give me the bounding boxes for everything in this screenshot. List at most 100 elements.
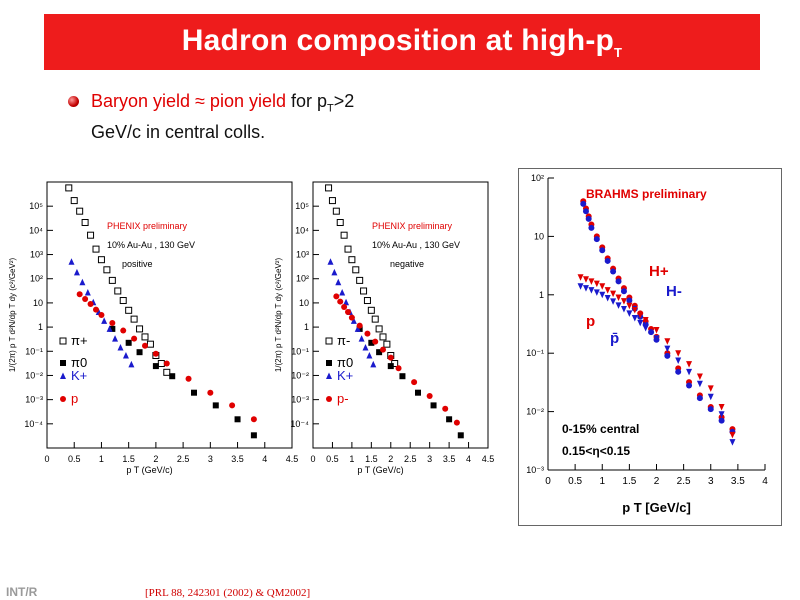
data-point [146, 340, 154, 348]
data-point [185, 375, 192, 382]
x-tick-label: 0 [310, 454, 315, 464]
data-point [395, 365, 402, 372]
data-point [136, 325, 144, 333]
legend-marker [60, 372, 66, 379]
y-tick-label: 10⁻² [291, 370, 309, 380]
x-tick-label: 4 [466, 454, 471, 464]
data-point [108, 276, 116, 284]
series-π- [325, 184, 399, 368]
y-tick-label: 1 [38, 322, 43, 332]
data-point [620, 288, 627, 295]
y-tick-label: 10⁻⁴ [290, 419, 309, 429]
data-point [70, 197, 78, 205]
series-K+ [327, 258, 377, 368]
data-point [729, 439, 736, 446]
legend-label: p- [337, 391, 349, 406]
data-point [615, 278, 622, 285]
annotation-0: PHENIX preliminary [372, 221, 453, 231]
data-point [331, 268, 338, 276]
x-tick-label: 1 [99, 454, 104, 464]
data-point [588, 278, 595, 285]
data-point [191, 389, 197, 396]
legend-label: p [71, 391, 78, 406]
legend-label: K+ [337, 368, 353, 383]
legend-label: π+ [71, 333, 88, 348]
legend-label: π- [337, 333, 350, 348]
data-point [599, 291, 606, 299]
data-point [130, 315, 138, 323]
data-point [696, 373, 703, 380]
data-point [387, 354, 394, 361]
data-point [368, 339, 375, 346]
data-point [604, 287, 611, 294]
plot-frame [312, 181, 489, 449]
annotation-1: 10% Au-Au , 130 GeV [372, 240, 460, 250]
data-point [356, 325, 363, 332]
data-point [207, 389, 214, 396]
y-tick-label: 10⁻³ [526, 465, 544, 475]
data-point [588, 287, 595, 294]
legend-label: K+ [71, 368, 87, 383]
data-point [340, 231, 348, 239]
data-point [686, 361, 693, 368]
data-point [163, 368, 171, 376]
y-tick-label: 10⁻² [526, 407, 544, 417]
data-point [360, 287, 368, 295]
bullet-red-text: Baryon yield ≈ pion yield [91, 91, 286, 111]
data-point [675, 357, 682, 364]
data-point [350, 317, 357, 324]
data-point [325, 184, 333, 192]
annotation-1: 0-15% central [562, 422, 639, 436]
data-point [411, 379, 418, 386]
series-p [76, 291, 257, 423]
data-point [141, 333, 149, 341]
data-point [73, 268, 80, 276]
data-point [631, 315, 638, 322]
y-tick-label: 10⁵ [295, 201, 309, 211]
x-tick-label: 4.5 [286, 454, 299, 464]
series-π0 [109, 325, 257, 439]
data-point [348, 256, 356, 264]
data-point [718, 403, 725, 411]
y-tick-label: 10⁻³ [291, 395, 309, 405]
y-tick-label: 10⁵ [29, 201, 43, 211]
data-point [344, 245, 352, 253]
x-tick-label: 0.5 [326, 454, 339, 464]
data-point [234, 416, 241, 423]
data-point [696, 380, 703, 388]
data-point [626, 297, 633, 304]
data-point [333, 293, 340, 300]
data-point [620, 306, 627, 313]
x-tick-label: 0 [44, 454, 49, 464]
data-point [136, 349, 143, 356]
annotation-0: BRAHMS preliminary [586, 187, 707, 201]
data-point [131, 335, 138, 342]
bullet-for-post: >2 [333, 91, 355, 111]
data-point [92, 245, 100, 253]
data-point [615, 294, 622, 301]
slide-title-text: Hadron composition at high-p [181, 24, 615, 57]
data-point [122, 352, 129, 359]
series-π+ [65, 184, 171, 376]
data-point [430, 402, 437, 409]
data-point [442, 405, 449, 412]
data-point [718, 417, 725, 424]
data-point [152, 350, 159, 357]
data-point [648, 329, 655, 336]
data-point [615, 302, 622, 309]
chart-brahms: 0 0.5 1 1.5 2 2.5 3 3.5 4 10² 10 1 10⁻¹ 10⁻² 10⁻³ p T [… [526, 173, 768, 515]
x-tick-label: 3 [708, 476, 714, 487]
plot-frame [46, 181, 293, 449]
series-p̄ [577, 283, 736, 446]
data-point [125, 339, 132, 346]
data-point [157, 360, 165, 368]
data-point [610, 290, 617, 298]
data-point [87, 300, 94, 307]
data-point [152, 363, 159, 370]
data-point [610, 268, 617, 275]
data-point [604, 295, 611, 302]
y-tick-label: 10² [531, 173, 544, 183]
data-point [103, 266, 111, 274]
y-axis-label: 1/(2π) p T d²N/dp T dy (c²/GeV²) [274, 258, 283, 373]
